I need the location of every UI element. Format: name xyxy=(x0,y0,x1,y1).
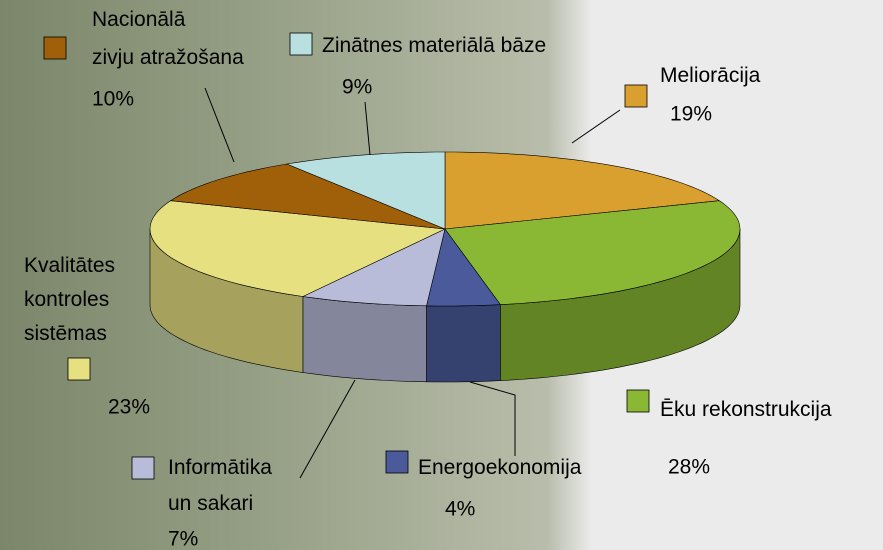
legend-swatch xyxy=(626,389,650,413)
slice xyxy=(285,151,446,230)
slice-side xyxy=(426,304,501,383)
slice xyxy=(426,228,501,307)
value-label: 19% xyxy=(670,103,712,126)
value-label: 9% xyxy=(342,76,372,99)
legend-swatch xyxy=(43,36,67,60)
category-label: Nacionālā zivju atražošana xyxy=(92,8,244,69)
category-label: Zinātnes materiālā bāze xyxy=(322,34,546,57)
value-label: 4% xyxy=(445,498,475,521)
slice xyxy=(169,163,446,230)
category-label: Informātika un sakari xyxy=(168,456,272,515)
value-label: 28% xyxy=(668,456,710,479)
slice xyxy=(301,228,446,307)
value-label: 7% xyxy=(168,528,198,550)
slice xyxy=(444,200,741,305)
value-label: 10% xyxy=(92,88,134,111)
legend-swatch xyxy=(131,456,155,480)
category-label: Energoekonomija xyxy=(418,456,582,479)
leader-line xyxy=(204,87,235,163)
category-label: Meliorācija xyxy=(660,64,761,87)
slice-side xyxy=(302,296,427,383)
legend-swatch xyxy=(67,357,91,381)
leader-line xyxy=(469,381,516,456)
leader-line xyxy=(364,101,371,156)
legend-swatch xyxy=(289,32,313,56)
category-label: Kvalitātes kontroles sistēmas xyxy=(24,254,115,345)
leader-line xyxy=(571,109,621,144)
leader-line xyxy=(299,379,356,479)
value-label: 23% xyxy=(108,396,150,419)
slice xyxy=(444,151,721,230)
legend-swatch xyxy=(385,450,409,474)
slice xyxy=(149,200,447,297)
legend-swatch xyxy=(624,84,648,108)
category-label: Ēku rekonstrukcija xyxy=(660,398,832,421)
